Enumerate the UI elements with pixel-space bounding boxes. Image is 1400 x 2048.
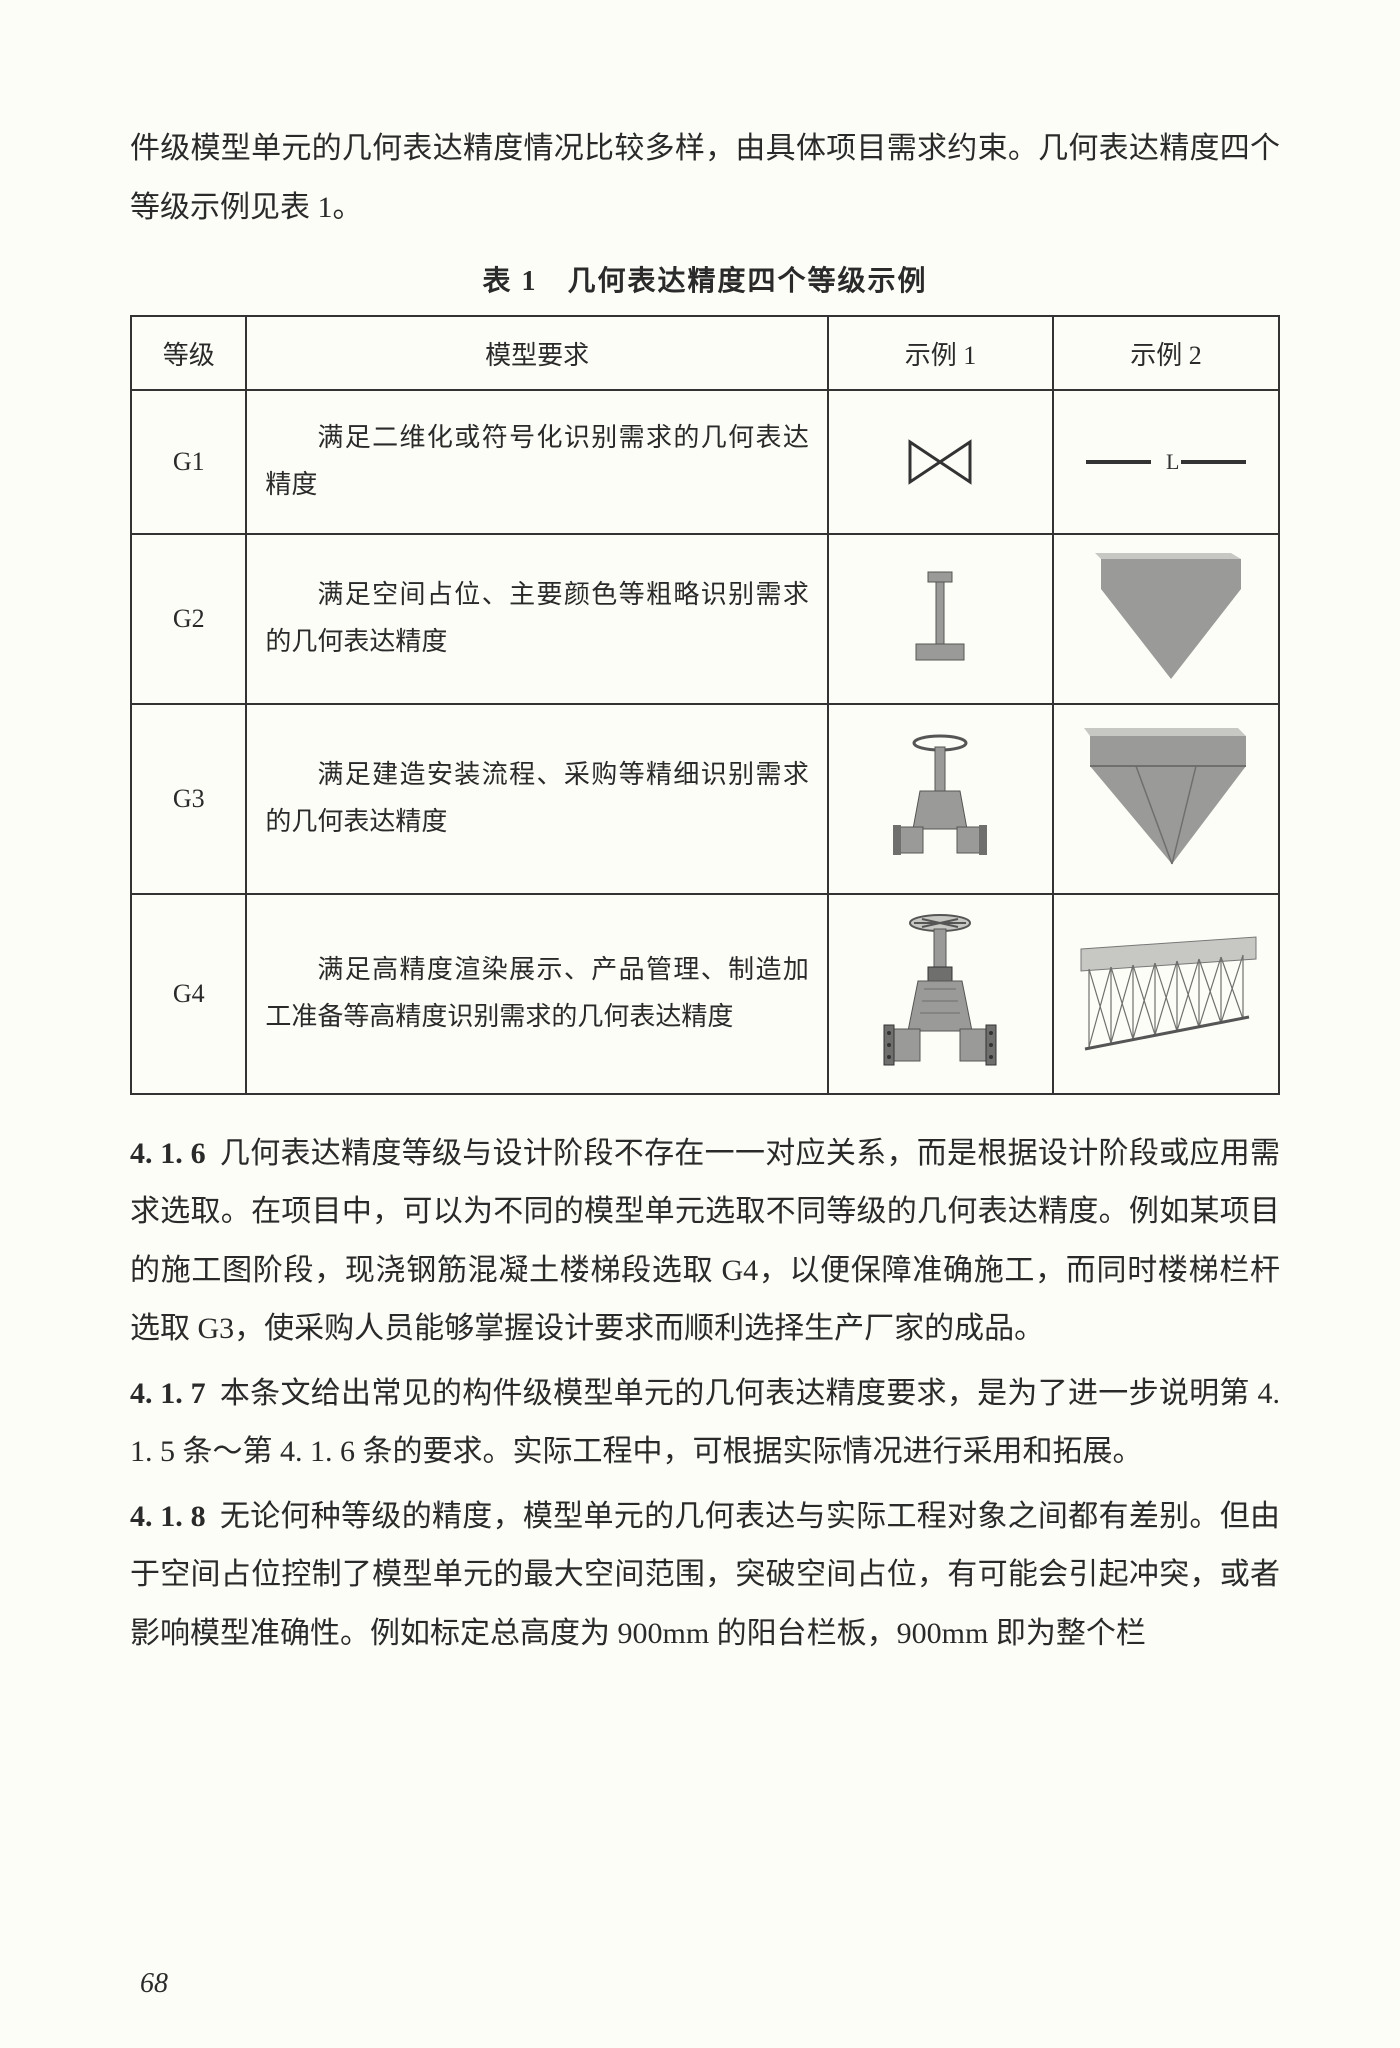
para-num: 4. 1. 7 (130, 1377, 206, 1410)
valve-detail-icon (880, 909, 1000, 1079)
wedge-simple-icon (1081, 549, 1251, 689)
valve-mid-icon (885, 729, 995, 869)
table-row: G3 满足建造安装流程、采购等精细识别需求的几何表达精度 (131, 704, 1279, 894)
table-row: G2 满足空间占位、主要颜色等粗略识别需求的几何表达精度 (131, 534, 1279, 704)
table-row: G4 满足高精度渲染展示、产品管理、制造加工准备等高精度识别需求的几何表达精度 (131, 894, 1279, 1094)
th-req: 模型要求 (246, 316, 827, 390)
cell-ex1 (828, 534, 1053, 704)
svg-text:L: L (1166, 449, 1179, 474)
para-text: 本条文给出常见的构件级模型单元的几何表达精度要求，是为了进一步说明第 4. 1.… (130, 1377, 1280, 1469)
cell-level: G2 (131, 534, 246, 704)
cell-ex1 (828, 390, 1053, 534)
cell-req: 满足建造安装流程、采购等精细识别需求的几何表达精度 (259, 738, 814, 860)
cell-ex1 (828, 704, 1053, 894)
cell-ex2: L (1053, 390, 1279, 534)
para-num: 4. 1. 6 (130, 1137, 206, 1170)
paragraph: 4. 1. 6几何表达精度等级与设计阶段不存在一一对应关系，而是根据设计阶段或应… (130, 1125, 1280, 1359)
para-text: 无论何种等级的精度，模型单元的几何表达与实际工程对象之间都有差别。但由于空间占位… (130, 1500, 1280, 1650)
table-row: G1 满足二维化或符号化识别需求的几何表达精度 L (131, 390, 1279, 534)
stand-simple-icon (900, 564, 980, 674)
cell-level: G3 (131, 704, 246, 894)
document-page: 件级模型单元的几何表达精度情况比较多样，由具体项目需求约束。几何表达精度四个等级… (0, 0, 1400, 2048)
th-ex1: 示例 1 (828, 316, 1053, 390)
table-header-row: 等级 模型要求 示例 1 示例 2 (131, 316, 1279, 390)
cell-req: 满足空间占位、主要颜色等粗略识别需求的几何表达精度 (259, 558, 814, 680)
table-title: 表 1 几何表达精度四个等级示例 (130, 259, 1280, 299)
th-ex2: 示例 2 (1053, 316, 1279, 390)
th-level: 等级 (131, 316, 246, 390)
paragraph: 4. 1. 8无论何种等级的精度，模型单元的几何表达与实际工程对象之间都有差别。… (130, 1488, 1280, 1664)
para-text: 几何表达精度等级与设计阶段不存在一一对应关系，而是根据设计阶段或应用需求选取。在… (130, 1137, 1280, 1346)
cell-ex2 (1053, 894, 1279, 1094)
cell-req: 满足二维化或符号化识别需求的几何表达精度 (259, 401, 814, 523)
cell-ex2 (1053, 704, 1279, 894)
bowtie-symbol-icon (895, 432, 985, 492)
cell-level: G4 (131, 894, 246, 1094)
line-L-symbol-icon: L (1081, 442, 1251, 482)
cell-ex1 (828, 894, 1053, 1094)
cell-ex2 (1053, 534, 1279, 704)
wedge-mid-icon (1076, 724, 1256, 874)
precision-table: 等级 模型要求 示例 1 示例 2 G1 满足二维化或符号化识别需求的几何表达精… (130, 315, 1280, 1095)
truss-detail-icon (1071, 929, 1261, 1059)
intro-text: 件级模型单元的几何表达精度情况比较多样，由具体项目需求约束。几何表达精度四个等级… (130, 120, 1280, 237)
para-num: 4. 1. 8 (130, 1500, 206, 1533)
page-number: 68 (140, 1968, 168, 2000)
cell-req: 满足高精度渲染展示、产品管理、制造加工准备等高精度识别需求的几何表达精度 (259, 933, 814, 1055)
cell-level: G1 (131, 390, 246, 534)
paragraph: 4. 1. 7本条文给出常见的构件级模型单元的几何表达精度要求，是为了进一步说明… (130, 1365, 1280, 1482)
